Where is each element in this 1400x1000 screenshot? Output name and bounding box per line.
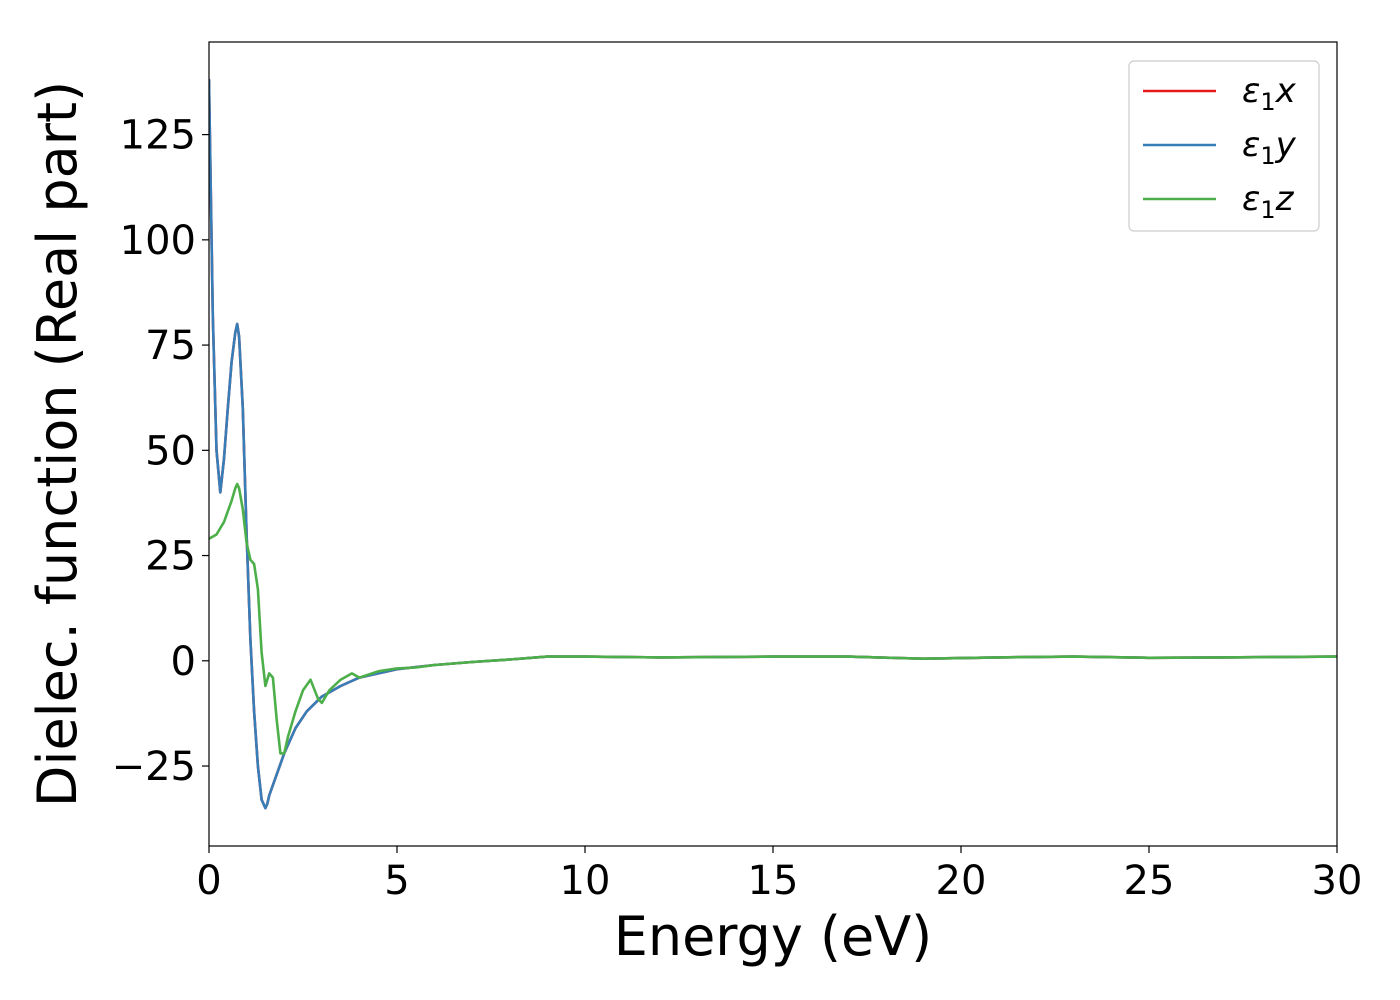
y-tick-label: 125	[120, 113, 196, 159]
legend-label-z: ε1z	[1242, 179, 1295, 224]
x-tick-label: 30	[1312, 858, 1363, 904]
x-tick-label: 15	[748, 858, 799, 904]
y-axis-label: Dielec. function (Real part)	[26, 81, 89, 807]
x-tick-label: 10	[560, 858, 611, 904]
y-axis: −25 0 25 50 75 100 125	[112, 113, 209, 790]
x-tick-label: 5	[384, 858, 409, 904]
y-tick-label: 75	[145, 323, 196, 369]
legend-label-y: ε1y	[1242, 125, 1297, 170]
x-tick-label: 25	[1124, 858, 1175, 904]
legend-label-x: ε1x	[1242, 71, 1297, 116]
y-tick-label: −25	[112, 744, 196, 790]
series-line-z	[209, 482, 1337, 755]
legend: ε1x ε1y ε1z	[1128, 60, 1320, 232]
legend-box	[1128, 60, 1320, 232]
x-axis-label: Energy (eV)	[614, 905, 933, 968]
series-layer	[209, 78, 1337, 810]
y-tick-label: 25	[145, 534, 196, 580]
x-tick-label: 20	[936, 858, 987, 904]
y-tick-label: 50	[145, 428, 196, 474]
x-axis: 0 5 10 15 20 25 30	[196, 846, 1362, 904]
x-tick-label: 0	[196, 858, 221, 904]
y-tick-label: 100	[120, 218, 196, 264]
y-tick-label: 0	[171, 639, 196, 685]
